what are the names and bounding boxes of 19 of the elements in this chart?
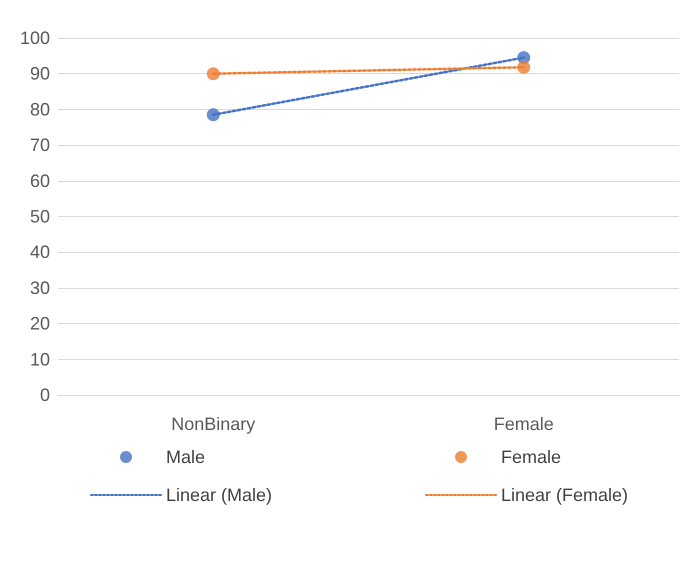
y-tick-label: 70 bbox=[30, 135, 50, 156]
legend-label: Male bbox=[166, 447, 206, 467]
legend-label: Linear (Male) bbox=[166, 485, 272, 505]
legend-label: Female bbox=[501, 447, 562, 467]
legend-label: Linear (Female) bbox=[501, 485, 628, 505]
y-tick-label: 100 bbox=[20, 28, 50, 48]
point bbox=[517, 60, 530, 74]
y-tick-label: 50 bbox=[30, 206, 50, 226]
y-tick-label: 0 bbox=[40, 385, 50, 405]
y-tick-label: 20 bbox=[30, 314, 50, 334]
x-tick-label: NonBinary bbox=[171, 414, 256, 434]
y-tick-label: 80 bbox=[30, 99, 50, 120]
y-tick-label: 40 bbox=[30, 242, 50, 262]
y-tick-label: 90 bbox=[30, 64, 50, 84]
y-tick-label: 60 bbox=[30, 170, 50, 191]
y-tick-label: 10 bbox=[30, 349, 50, 370]
point bbox=[206, 108, 220, 122]
point bbox=[206, 67, 220, 80]
y-tick-label: 30 bbox=[30, 278, 50, 298]
